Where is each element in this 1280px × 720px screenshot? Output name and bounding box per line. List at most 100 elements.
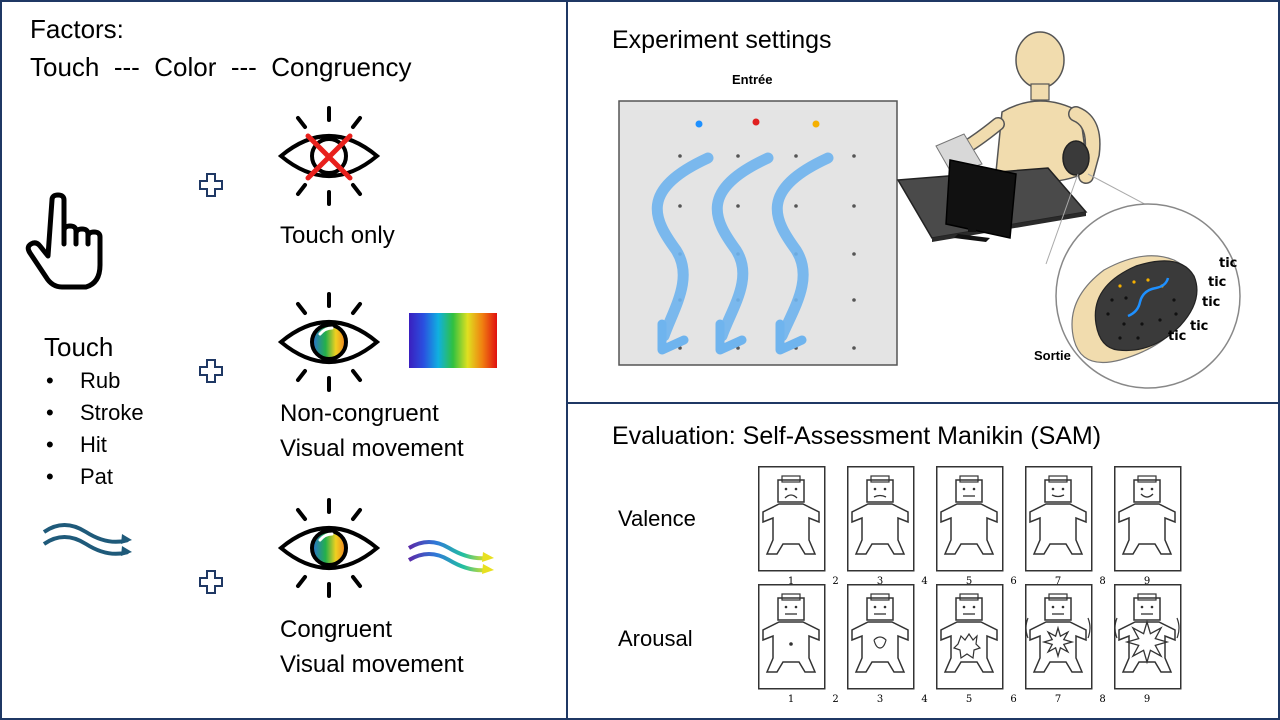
eye-crossed-icon [277,106,381,206]
condition-touch-only: Touch only [280,222,395,249]
touch-title: Touch [44,332,114,362]
glove-dot [1172,298,1176,302]
glove-dot [1106,312,1110,316]
condition-congruent-line1: Congruent [280,616,393,643]
sam-number: 8 [1099,694,1105,705]
glove-dot [1146,278,1150,282]
glove-dot [1118,284,1122,288]
tic-label: tic [1190,319,1209,334]
plus-icon [199,570,223,594]
spectrum-bar [409,313,497,368]
rainbow-wave-arrows-icon [407,540,494,574]
sam-manikin [936,584,1004,690]
sam-scale: 1 2 3 4 5 6 7 8 9 1 2 3 4 5 6 7 8 9 [758,466,1182,705]
factors-panel: Factors: Touch --- Color --- Congruency … [0,0,568,720]
sam-number: 5 [966,576,972,587]
stimulus-grid [618,100,898,366]
sam-manikin [1114,466,1182,572]
evaluation-panel: Evaluation: Self-Assessment Manikin (SAM… [566,402,1280,720]
stroke-path [771,152,834,342]
arousal-label: Arousal [618,626,693,651]
sam-number: 2 [832,576,838,587]
grid-dot [794,204,798,208]
sam-number: 4 [921,694,927,705]
touch-item: Pat [44,461,144,493]
glove-dot [1174,312,1178,316]
sam-number: 9 [1144,694,1150,705]
touch-item: Rub [44,365,144,397]
sam-number: 6 [1010,694,1016,705]
sam-number: 3 [877,576,883,587]
sam-manikin [758,584,826,690]
touch-item: Stroke [44,397,144,429]
experiment-title: Experiment settings [612,26,832,54]
touch-list: Rub Stroke Hit Pat [44,365,144,493]
sam-manikin [847,466,915,572]
arrow-head [715,319,747,355]
glove-dot [1122,322,1126,326]
glove-dot [1132,280,1136,284]
sam-manikin [758,466,826,572]
sam-number: 9 [1144,576,1150,587]
grid-dot [678,154,682,158]
grid-dot [852,346,856,350]
desk-setup-illustration [896,31,1241,389]
grid-dot [852,154,856,158]
sam-number: 6 [1010,576,1016,587]
factors-title: Factors: [30,14,124,44]
condition-congruent-line2: Visual movement [280,651,464,678]
glove-dot [1140,322,1144,326]
tic-label: tic [1219,256,1238,271]
sam-number: 1 [788,694,794,705]
sam-manikin [1114,584,1182,690]
entry-dot-red [752,118,760,126]
grid-dot [678,204,682,208]
glove-dot [1136,336,1140,340]
sam-number: 3 [877,694,883,705]
eye-color-icon [277,292,381,392]
plus-icon [199,359,223,383]
valence-label: Valence [618,506,696,531]
glove-dot [1118,336,1122,340]
touch-item: Hit [44,429,144,461]
sam-number: 5 [966,694,972,705]
sam-manikin [1025,466,1093,572]
wave-arrows-icon [42,523,132,556]
factors-line: Touch --- Color --- Congruency [30,52,412,82]
tic-label: tic [1202,295,1221,310]
glove-dot [1110,298,1114,302]
hand-pointer-icon [25,192,103,290]
arrow-head [775,319,807,355]
sam-number: 4 [921,576,927,587]
condition-noncongruent-line2: Visual movement [280,435,464,462]
sam-manikin [936,466,1004,572]
sam-number: 2 [832,694,838,705]
grid-dot [852,204,856,208]
plus-icon [199,173,223,197]
tic-label: tic [1208,275,1227,290]
experiment-panel: Experiment settings Entrée [566,0,1280,404]
grid-dot [736,204,740,208]
entry-label: Entrée [732,72,773,87]
sam-number: 7 [1055,576,1061,587]
sam-number: 1 [788,576,794,587]
condition-noncongruent-line1: Non-congruent [280,400,439,427]
stroke-path [651,152,714,342]
arrow-head [657,319,689,355]
grid-dot [736,154,740,158]
eye-color-icon [277,498,381,598]
evaluation-title: Evaluation: Self-Assessment Manikin (SAM… [612,422,1102,450]
sam-number: 8 [1099,576,1105,587]
grid-dot [852,252,856,256]
glove-dot [1124,296,1128,300]
tic-label: tic [1168,329,1187,344]
entry-dot-yellow [812,120,820,128]
exit-label: Sortie [1034,348,1071,363]
sam-manikin [1025,584,1093,690]
sam-manikin [847,584,915,690]
sam-number: 7 [1055,694,1061,705]
glove-dot [1158,318,1162,322]
grid-dot [794,154,798,158]
grid-dot [852,298,856,302]
